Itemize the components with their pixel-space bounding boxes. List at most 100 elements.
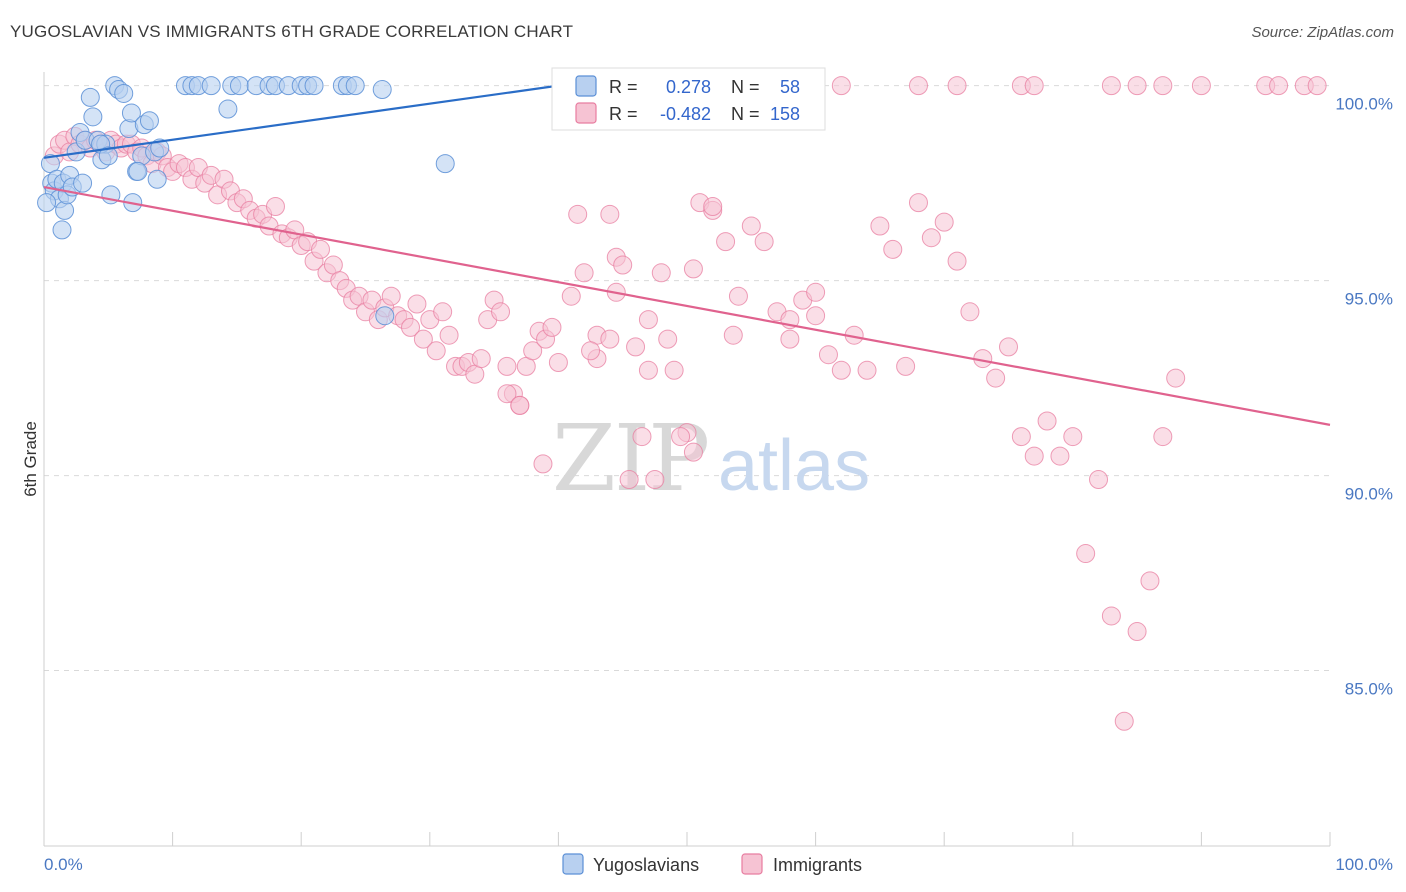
- immigrants-point: [433, 302, 453, 322]
- immigrants-point: [947, 76, 967, 96]
- yugoslavians-point: [139, 111, 159, 131]
- yugoslavians-point: [229, 76, 249, 96]
- immigrants-point: [1037, 411, 1057, 431]
- yugoslavians-point: [435, 154, 455, 174]
- legend-n-label-2: N =: [731, 104, 760, 124]
- immigrants-point: [818, 345, 838, 365]
- trend-lines: [43, 84, 1331, 426]
- series-legend-yugoslavians: Yugoslavians: [593, 855, 699, 875]
- immigrants-point: [381, 286, 401, 306]
- immigrants-point: [413, 329, 433, 349]
- watermark-atlas: atlas: [718, 426, 870, 506]
- immigrants-point: [510, 395, 530, 415]
- immigrants-point: [497, 356, 517, 376]
- immigrants-point: [671, 427, 691, 447]
- immigrants-point: [401, 317, 421, 337]
- x-ticks: [43, 832, 1331, 846]
- immigrants-point: [1307, 76, 1327, 96]
- x-tick-label-max: 100.0%: [1335, 855, 1393, 874]
- yugoslavians-point: [128, 161, 148, 181]
- immigrants-point: [561, 286, 581, 306]
- immigrants-point: [632, 427, 652, 447]
- immigrants-point: [265, 197, 285, 217]
- immigrants-point: [1166, 368, 1186, 388]
- immigrants-point: [638, 360, 658, 380]
- legend-box: [551, 67, 826, 131]
- immigrants-point: [716, 232, 736, 252]
- yugoslavians-point: [121, 103, 141, 123]
- yugoslavians-point: [98, 146, 118, 166]
- immigrants-point: [1127, 76, 1147, 96]
- chart-title: YUGOSLAVIAN VS IMMIGRANTS 6TH GRADE CORR…: [10, 22, 574, 41]
- yugoslavians-point: [375, 306, 395, 326]
- immigrants-point: [960, 302, 980, 322]
- immigrants-point: [613, 255, 633, 275]
- yugoslavians-point: [73, 173, 93, 193]
- immigrants-point: [921, 228, 941, 248]
- immigrants-point: [999, 337, 1018, 357]
- immigrants-point: [638, 310, 658, 330]
- immigrants-point: [645, 469, 665, 489]
- immigrants-point: [407, 294, 427, 314]
- immigrants-point: [908, 76, 928, 96]
- immigrants-point: [1089, 469, 1109, 489]
- immigrants-point: [723, 325, 743, 345]
- immigrants-point: [658, 329, 678, 349]
- y-tick-labels: 100.0% 95.0% 90.0% 85.0%: [1335, 95, 1393, 699]
- immigrants-point: [1153, 427, 1173, 447]
- yugoslavians-point: [37, 193, 57, 213]
- immigrants-point: [741, 216, 761, 236]
- immigrants-point: [651, 263, 671, 283]
- legend-n-label-1: N =: [731, 77, 760, 97]
- immigrants-point: [1114, 711, 1134, 731]
- x-tick-label-min: 0.0%: [44, 855, 83, 874]
- legend-r-value-2: -0.482: [660, 104, 711, 124]
- immigrants-point: [1024, 76, 1044, 96]
- immigrants-point: [806, 306, 826, 326]
- immigrants-point: [934, 212, 954, 232]
- yugoslavians-point: [83, 107, 103, 127]
- immigrants-point: [831, 76, 851, 96]
- legend-r-label-2: R =: [609, 104, 638, 124]
- legend-swatch-immigrants: [575, 102, 597, 124]
- immigrants-point: [1101, 76, 1121, 96]
- immigrants-point: [626, 337, 646, 357]
- immigrants-point: [1191, 76, 1211, 96]
- immigrants-point: [600, 329, 620, 349]
- correlation-legend: R = 0.278 N = 58 R = -0.482 N = 158: [551, 67, 826, 131]
- immigrants-point: [683, 259, 703, 279]
- immigrants-point: [1011, 427, 1031, 447]
- y-tick-label: 95.0%: [1345, 290, 1393, 309]
- immigrants-point: [703, 197, 723, 217]
- immigrants-point: [728, 286, 748, 306]
- immigrants-point: [523, 341, 543, 361]
- immigrants-point: [780, 329, 800, 349]
- immigrants-point: [439, 325, 459, 345]
- yugoslavians-trend-line: [43, 84, 559, 159]
- immigrants-point: [574, 263, 594, 283]
- immigrants-point: [471, 349, 491, 369]
- yugoslavians-point: [52, 220, 72, 240]
- immigrants-point: [1024, 446, 1044, 466]
- yugoslavians-point: [201, 76, 221, 96]
- immigrants-point: [310, 239, 330, 259]
- immigrants-points: [44, 76, 1327, 731]
- immigrants-point: [947, 251, 967, 271]
- series-legend-immigrants: Immigrants: [773, 855, 862, 875]
- immigrants-point: [896, 356, 916, 376]
- series-legend-swatch-yugoslavians: [562, 853, 584, 875]
- series-legend: Yugoslavians Immigrants: [562, 853, 862, 875]
- grid-lines: [44, 85, 1330, 672]
- legend-swatch-yugoslavians: [575, 75, 597, 97]
- immigrants-point: [1076, 544, 1096, 564]
- immigrants-point: [831, 360, 851, 380]
- immigrants-point: [1101, 606, 1121, 626]
- yugoslavians-point: [80, 87, 100, 107]
- yugoslavians-point: [150, 138, 170, 158]
- chart-source: Source: ZipAtlas.com: [1251, 24, 1394, 41]
- immigrants-point: [1269, 76, 1289, 96]
- yugoslavians-point: [372, 80, 392, 100]
- immigrants-point: [986, 368, 1006, 388]
- immigrants-point: [908, 193, 928, 213]
